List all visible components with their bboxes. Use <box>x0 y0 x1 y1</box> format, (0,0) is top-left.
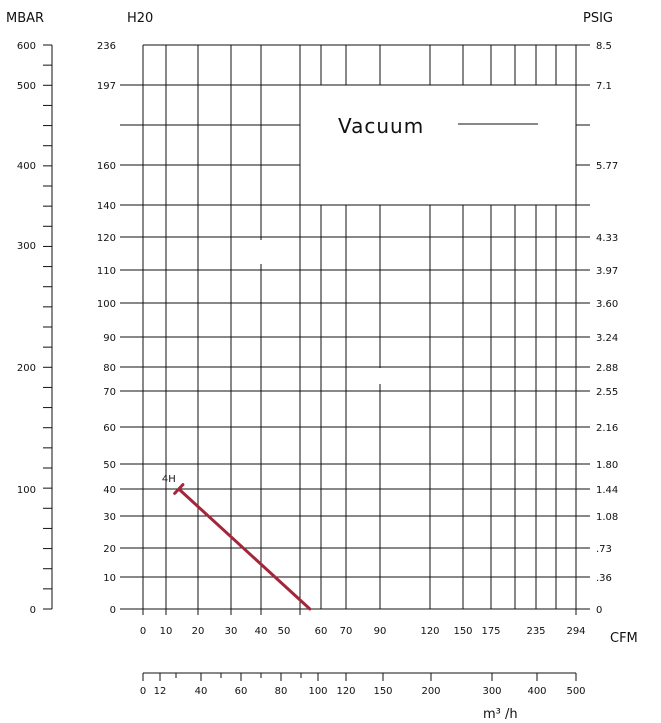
cfm-tick-label: 120 <box>420 626 439 637</box>
h2o-tick-label: 30 <box>103 512 116 523</box>
psig-tick-label: 8.5 <box>596 41 612 52</box>
m3h-tick-label: 300 <box>482 686 501 697</box>
mbar-tick-label: 200 <box>17 363 36 374</box>
h2o-tick-label: 40 <box>103 485 116 496</box>
psig-tick-label: 2.88 <box>596 363 618 374</box>
h2o-tick-label: 236 <box>97 41 116 52</box>
cfm-tick-label: 70 <box>340 626 353 637</box>
mbar-tick-label: 400 <box>17 161 36 172</box>
h2o-tick-label: 20 <box>103 544 116 555</box>
cfm-tick-labels: 0 10 20 30 40 50 60 70 90 120 150 175 235 294 <box>140 626 586 637</box>
vacuum-label: Vacuum <box>338 114 424 138</box>
m3h-tick-label: 12 <box>154 686 167 697</box>
cfm-tick-label: 60 <box>315 626 328 637</box>
m3h-tick-label: 60 <box>235 686 248 697</box>
h2o-tick-label: 50 <box>103 460 116 471</box>
h2o-tick-label: 110 <box>97 266 116 277</box>
mbar-axis-header: MBAR <box>6 11 44 26</box>
m3h-tick-label: 100 <box>308 686 327 697</box>
h2o-tick-label: 90 <box>103 333 116 344</box>
psig-tick-label: 3.97 <box>596 266 618 277</box>
psig-tick-label: 5.77 <box>596 161 618 172</box>
cfm-tick-label: 175 <box>481 626 500 637</box>
m3h-tick-label: 0 <box>140 686 146 697</box>
m3h-tick-label: 500 <box>566 686 585 697</box>
vacuum-box <box>300 85 576 205</box>
h2o-tick-label: 140 <box>97 201 116 212</box>
m3h-tick-label: 120 <box>336 686 355 697</box>
psig-tick-label: 7.1 <box>596 81 612 92</box>
series-end-cap <box>173 483 185 495</box>
h2o-tick-label: 10 <box>103 573 116 584</box>
mbar-axis: 600 500 400 300 200 100 0 <box>17 41 53 616</box>
m3h-tick-label: 150 <box>373 686 392 697</box>
cfm-tick-label: 90 <box>374 626 387 637</box>
m3h-tick-label: 40 <box>195 686 208 697</box>
psig-tick-label: .36 <box>596 573 612 584</box>
mbar-tick-label: 500 <box>17 81 36 92</box>
h2o-axis-header: H20 <box>127 11 153 26</box>
grid-gap <box>378 368 382 384</box>
cfm-tick-label: 235 <box>526 626 545 637</box>
cfm-tick-label: 150 <box>453 626 472 637</box>
m3h-axis: 0 12 40 60 80 100 120 150 200 300 400 500 <box>140 672 586 697</box>
m3h-tick-label: 80 <box>275 686 288 697</box>
cfm-tick-label: 30 <box>225 626 238 637</box>
series-line-4h <box>177 487 312 611</box>
psig-tick-label: .73 <box>596 544 612 555</box>
psig-tick-label: 1.08 <box>596 512 618 523</box>
cfm-unit-label: CFM <box>610 631 638 646</box>
cfm-tick-label: 20 <box>192 626 205 637</box>
mbar-tick-label: 600 <box>17 41 36 52</box>
psig-tick-label: 2.55 <box>596 387 618 398</box>
h2o-tick-label: 197 <box>97 81 116 92</box>
psig-tick-label: 2.16 <box>596 423 618 434</box>
psig-axis-header: PSIG <box>583 11 613 26</box>
psig-tick-label: 3.24 <box>596 333 618 344</box>
cfm-tick-label: 50 <box>278 626 291 637</box>
mbar-tick-label: 300 <box>17 241 36 252</box>
h2o-tick-label: 0 <box>110 605 116 616</box>
m3h-tick-label: 200 <box>421 686 440 697</box>
psig-tick-label: 1.80 <box>596 460 618 471</box>
m3h-unit-label: m³ /h <box>483 707 518 722</box>
h2o-tick-label: 160 <box>97 161 116 172</box>
h2o-tick-label: 80 <box>103 363 116 374</box>
h2o-tick-label: 70 <box>103 387 116 398</box>
h2o-tick-label: 120 <box>97 233 116 244</box>
psig-tick-label: 4.33 <box>596 233 618 244</box>
series-layer: 4H <box>162 474 312 611</box>
cfm-tick-label: 10 <box>160 626 173 637</box>
cfm-tick-label: 294 <box>566 626 585 637</box>
mbar-tick-label: 0 <box>30 605 36 616</box>
psig-tick-label: 1.44 <box>596 485 618 496</box>
h2o-tick-label: 60 <box>103 423 116 434</box>
psig-tick-label: 3.60 <box>596 299 618 310</box>
grid-lines <box>120 44 590 615</box>
psig-tick-labels: 8.5 7.1 5.77 4.33 3.97 3.60 3.24 2.88 2.55 2.16 1.… <box>596 41 618 616</box>
cfm-tick-label: 40 <box>255 626 268 637</box>
h2o-tick-label: 100 <box>97 299 116 310</box>
cfm-tick-label: 0 <box>140 626 146 637</box>
psig-tick-label: 0 <box>596 605 602 616</box>
mbar-tick-label: 100 <box>17 485 36 496</box>
grid-gap <box>259 240 263 264</box>
m3h-tick-label: 400 <box>527 686 546 697</box>
series-label-4h: 4H <box>162 474 176 485</box>
